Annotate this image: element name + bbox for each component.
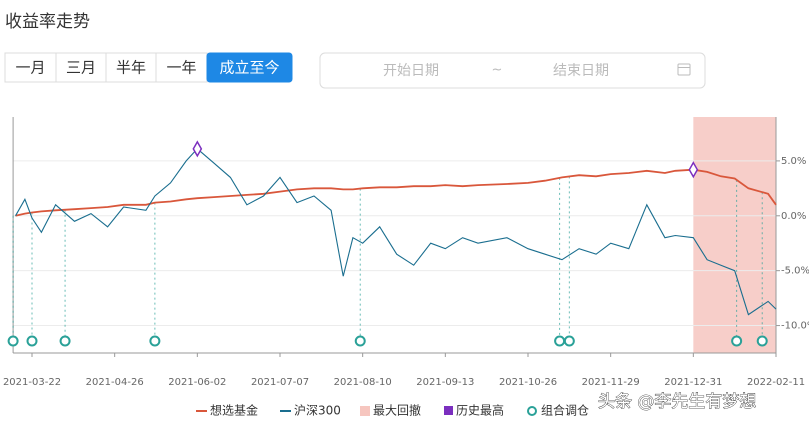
legend-label: 组合调仓 — [541, 403, 589, 418]
tab[interactable] — [206, 52, 293, 83]
legend-label: 最大回撤 — [373, 403, 421, 418]
y-tick-label: -10.0% — [781, 321, 809, 332]
tab-label[interactable]: 一月 — [15, 59, 45, 77]
history-high — [688, 161, 699, 179]
x-tick-label: 2021-06-02 — [168, 377, 226, 388]
tab-label[interactable]: 半年 — [116, 59, 146, 77]
x-tick-label: 2021-08-10 — [334, 377, 392, 388]
rebalance-marker — [554, 335, 566, 347]
rebalance-marker — [354, 335, 366, 347]
date-range[interactable] — [319, 52, 706, 89]
y-tick-label: 5.0% — [781, 156, 806, 167]
x-tick-label: 2021-09-13 — [416, 377, 474, 388]
legend-swatch — [444, 406, 453, 415]
legend-label: 想选基金 — [210, 403, 258, 418]
legend-label: 沪深300 — [294, 404, 341, 418]
rebalance-marker — [149, 335, 161, 347]
date-separator: ~ — [492, 63, 503, 78]
y-tick-label: 0.0% — [781, 211, 806, 222]
tab-label[interactable]: 一年 — [166, 59, 196, 77]
x-tick-label: 2021-07-07 — [251, 377, 309, 388]
legend-label: 历史最高 — [456, 403, 504, 418]
max-drawdown — [693, 117, 776, 353]
end-date[interactable]: 结束日期 — [553, 63, 609, 79]
tab-label[interactable]: 成立至今 — [219, 59, 279, 77]
history-high — [192, 140, 203, 158]
rebalance-marker — [59, 335, 71, 347]
x-tick-label: 2022-02-11 — [747, 377, 805, 388]
x-tick-label: 2021-12-31 — [664, 377, 722, 388]
page-title: 收益率走势 — [5, 12, 90, 32]
start-date[interactable]: 开始日期 — [383, 63, 439, 79]
rebalance-marker — [563, 335, 575, 347]
x-tick-label: 2021-10-26 — [499, 377, 557, 388]
rebalance-marker — [7, 335, 19, 347]
tab-label[interactable]: 三月 — [66, 59, 96, 77]
tab[interactable] — [4, 52, 57, 83]
x-tick-label: 2021-11-29 — [582, 377, 640, 388]
rebalance-marker — [731, 335, 743, 347]
series-line — [15, 148, 777, 316]
tab[interactable] — [155, 52, 208, 83]
calendar-icon[interactable] — [677, 63, 691, 76]
legend-swatch — [360, 406, 370, 416]
watermark: 头条 @李先生有梦想 — [598, 392, 756, 412]
rebalance-marker — [756, 335, 768, 347]
series-line — [15, 168, 777, 217]
rebalance-marker — [26, 335, 38, 347]
y-tick-label: -5.0% — [781, 266, 809, 277]
tab[interactable] — [105, 52, 157, 83]
legend-swatch — [527, 406, 537, 416]
x-tick-label: 2021-03-22 — [3, 377, 61, 388]
x-tick-label: 2021-04-26 — [86, 377, 144, 388]
